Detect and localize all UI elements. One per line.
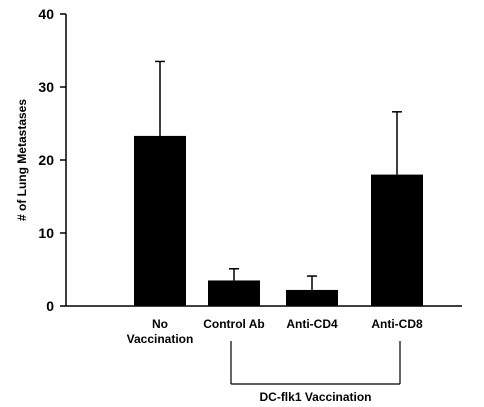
y-axis-label: # of Lung Metastases — [15, 99, 29, 221]
y-tick-label: 40 — [38, 6, 54, 22]
category-label: Control Ab — [203, 317, 265, 331]
bar — [134, 135, 186, 306]
category-label: No — [152, 317, 168, 331]
y-ticks: 0 10 20 30 40 — [38, 6, 66, 314]
bars — [134, 135, 423, 306]
y-tick-label: 10 — [38, 225, 54, 241]
y-tick-label: 30 — [38, 79, 54, 95]
group-bracket: DC-flk1 Vaccination — [230, 341, 401, 404]
error-bars — [155, 60, 402, 290]
category-label: Anti-CD8 — [371, 317, 423, 331]
y-tick-label: 0 — [46, 298, 54, 314]
y-tick-label: 20 — [38, 152, 54, 168]
category-label: Vaccination — [127, 332, 194, 346]
bar — [371, 174, 423, 306]
bar — [208, 280, 260, 306]
bar — [286, 289, 338, 306]
category-label: Anti-CD4 — [286, 317, 338, 331]
group-label: DC-flk1 Vaccination — [259, 390, 371, 404]
